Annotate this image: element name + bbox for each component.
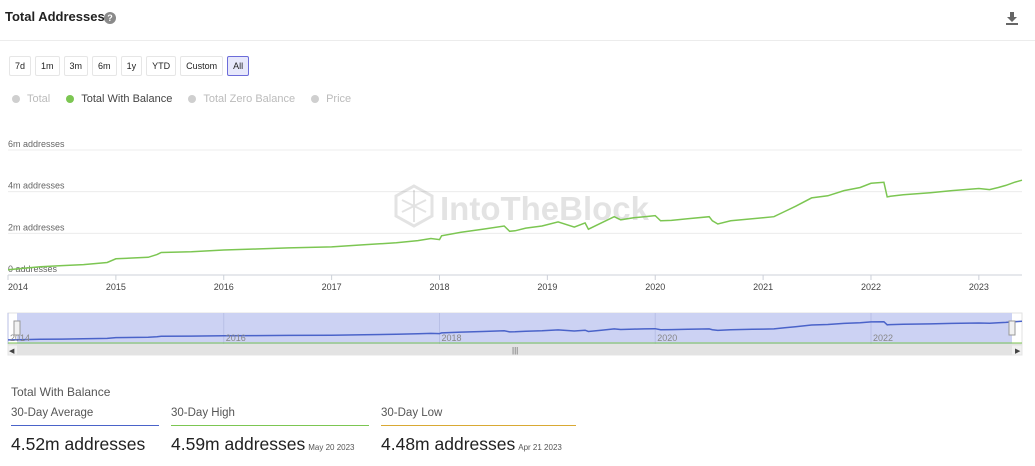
range-custom-button[interactable]: Custom: [180, 56, 224, 76]
stat-date: May 20 2023: [308, 443, 355, 452]
legend-label: Total: [27, 93, 51, 105]
legend-item-price[interactable]: Price: [311, 93, 351, 105]
navigator-selection[interactable]: [17, 313, 1012, 344]
stat-30-day-low: 30-Day Low 4.48m addresses Apr 21 2023: [381, 407, 576, 455]
legend: Total Total With Balance Total Zero Bala…: [12, 93, 351, 105]
legend-label: Total With Balance: [81, 93, 173, 105]
x-tick-label: 2016: [214, 282, 234, 292]
stat-30-day-high: 30-Day High 4.59m addresses May 20 2023: [171, 407, 369, 455]
stat-value-text: 4.48m addresses: [381, 434, 516, 454]
range-ytd-button[interactable]: YTD: [146, 56, 177, 76]
range-7d-button[interactable]: 7d: [9, 56, 32, 76]
y-tick-label: 0 addresses: [8, 264, 58, 274]
scrollbar-grip-icon: |||: [512, 346, 518, 355]
scroll-right-icon[interactable]: ▶: [1015, 348, 1021, 355]
watermark: IntoTheBlock: [394, 184, 650, 228]
range-6m-button[interactable]: 6m: [92, 56, 117, 76]
page-title: Total Addresses: [5, 9, 105, 24]
stat-value: 4.52m addresses: [11, 434, 159, 455]
y-tick-label: 6m addresses: [8, 139, 65, 149]
stat-label: 30-Day Low: [381, 407, 576, 426]
x-tick-label: 2014: [8, 282, 28, 292]
y-axis-labels: 0 addresses 2m addresses 4m addresses 6m ad…: [8, 139, 65, 274]
watermark-text: IntoTheBlock: [440, 190, 650, 227]
x-axis-labels: 2014 2015 2016 2017 2018 2019 2020 2021 2022 2023: [7, 275, 989, 292]
legend-dot: [188, 95, 197, 103]
navigator-tick-label: 2018: [441, 333, 461, 343]
navigator-tick-label: 2014: [10, 333, 30, 343]
y-tick-label: 4m addresses: [8, 181, 65, 191]
grid-lines: [8, 149, 1022, 234]
navigator-series-line: [7, 320, 1023, 341]
x-tick-label: 2021: [753, 282, 773, 292]
x-tick-label: 2023: [969, 282, 989, 292]
stat-value-text: 4.59m addresses: [171, 434, 306, 454]
legend-label: Total Zero Balance: [203, 93, 296, 105]
legend-item-total[interactable]: Total: [12, 93, 50, 105]
x-tick-label: 2015: [106, 282, 126, 292]
stat-value: 4.59m addresses May 20 2023: [171, 434, 369, 455]
scroll-left-icon[interactable]: ◀: [9, 348, 15, 355]
navigator-tick-label: 2022: [873, 333, 893, 343]
range-selector: 7d 1m 3m 6m 1y YTD Custom All: [9, 56, 250, 76]
x-tick-label: 2018: [429, 282, 449, 292]
navigator-right-handle[interactable]: [1008, 320, 1016, 336]
x-tick-label: 2022: [861, 282, 881, 292]
question-icon[interactable]: ?: [104, 12, 116, 24]
y-tick-label: 2m addresses: [8, 222, 65, 232]
navigator-tick-label: 2016: [226, 333, 246, 343]
header: Total Addresses ?: [0, 0, 1035, 41]
legend-item-total-zero-balance[interactable]: Total Zero Balance: [188, 93, 295, 105]
x-tick-label: 2017: [322, 282, 342, 292]
legend-dot: [311, 95, 320, 103]
series-layer: [7, 179, 1023, 271]
stat-30-day-average: 30-Day Average 4.52m addresses: [11, 407, 159, 455]
scrollbar-thumb[interactable]: [17, 345, 1012, 355]
legend-label: Price: [326, 93, 352, 105]
series-line-total-with-balance: [7, 179, 1023, 271]
stat-label: 30-Day High: [171, 407, 369, 426]
legend-item-total-with-balance[interactable]: Total With Balance: [66, 93, 172, 105]
stat-label: 30-Day Average: [11, 407, 159, 426]
range-1y-button[interactable]: 1y: [120, 56, 143, 76]
navigator-labels: 2014 2016 2018 2020 2022: [10, 333, 893, 343]
stat-date: Apr 21 2023: [518, 443, 562, 452]
range-1m-button[interactable]: 1m: [35, 56, 60, 76]
x-tick-label: 2020: [645, 282, 665, 292]
stats-title: Total With Balance: [11, 385, 111, 399]
line-chart: 0 addresses 2m addresses 4m addresses 6m ad…: [7, 139, 1023, 356]
range-3m-button[interactable]: 3m: [63, 56, 89, 76]
stat-value-text: 4.52m addresses: [11, 434, 146, 454]
navigator-tick-label: 2020: [657, 333, 677, 343]
x-tick-label: 2019: [537, 282, 557, 292]
legend-dot: [12, 95, 20, 103]
stat-value: 4.48m addresses Apr 21 2023: [381, 434, 576, 455]
navigator: 2014 2016 2018 2020 2022 ||| ◀ ▶: [7, 312, 1023, 356]
download-icon[interactable]: [1004, 10, 1020, 26]
legend-dot: [66, 95, 75, 103]
range-all-button[interactable]: All: [227, 56, 250, 76]
watermark-logo-icon: [394, 184, 434, 228]
navigator-left-handle[interactable]: [13, 320, 21, 336]
